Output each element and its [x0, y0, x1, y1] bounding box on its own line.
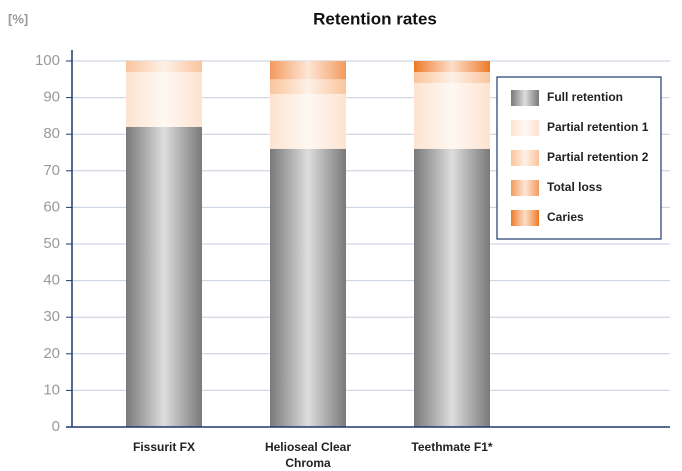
x-tick-label: Helioseal Clear Chroma — [264, 440, 352, 470]
y-tick-label: 50 — [43, 235, 60, 252]
legend: Full retention Partial retention 1 Partial… — [496, 76, 662, 240]
bar-segment — [414, 71, 490, 83]
y-tick-label: 90 — [43, 89, 60, 106]
legend-swatch — [511, 210, 539, 226]
legend-label: Full retention — [547, 90, 623, 104]
y-tick-label: 60 — [43, 198, 60, 215]
bar-segment — [414, 148, 490, 427]
legend-label: Total loss — [547, 180, 602, 194]
bar-segment — [126, 71, 202, 127]
bar-segment — [126, 61, 202, 72]
bar-segment — [270, 61, 346, 80]
y-tick-label: 70 — [43, 162, 60, 179]
y-tick-label: 10 — [43, 381, 60, 398]
x-tick-label: Teethmate F1* — [411, 440, 493, 454]
y-tick-label: 0 — [52, 418, 60, 435]
legend-swatch — [511, 120, 539, 136]
y-tick-label: 80 — [43, 125, 60, 142]
y-tick-label: 30 — [43, 308, 60, 325]
legend-label: Caries — [547, 210, 584, 224]
bar-segment — [414, 61, 490, 72]
chart-title: Retention rates — [313, 9, 437, 28]
legend-swatch — [511, 180, 539, 196]
bar-segment — [270, 79, 346, 94]
bar-segment — [414, 82, 490, 149]
y-tick-label: 40 — [43, 272, 60, 289]
y-tick-label: 20 — [43, 345, 60, 362]
legend-swatch — [511, 150, 539, 166]
y-tick-label: 100 — [35, 52, 60, 69]
bar-segment — [270, 93, 346, 149]
x-tick-label: Fissurit FX — [132, 440, 195, 454]
legend-label: Partial retention 2 — [547, 150, 649, 164]
bar-segment — [126, 126, 202, 427]
legend-label: Partial retention 1 — [547, 120, 649, 134]
bar-segment — [270, 148, 346, 427]
y-axis-label: [%] — [8, 11, 28, 26]
legend-swatch — [511, 90, 539, 106]
